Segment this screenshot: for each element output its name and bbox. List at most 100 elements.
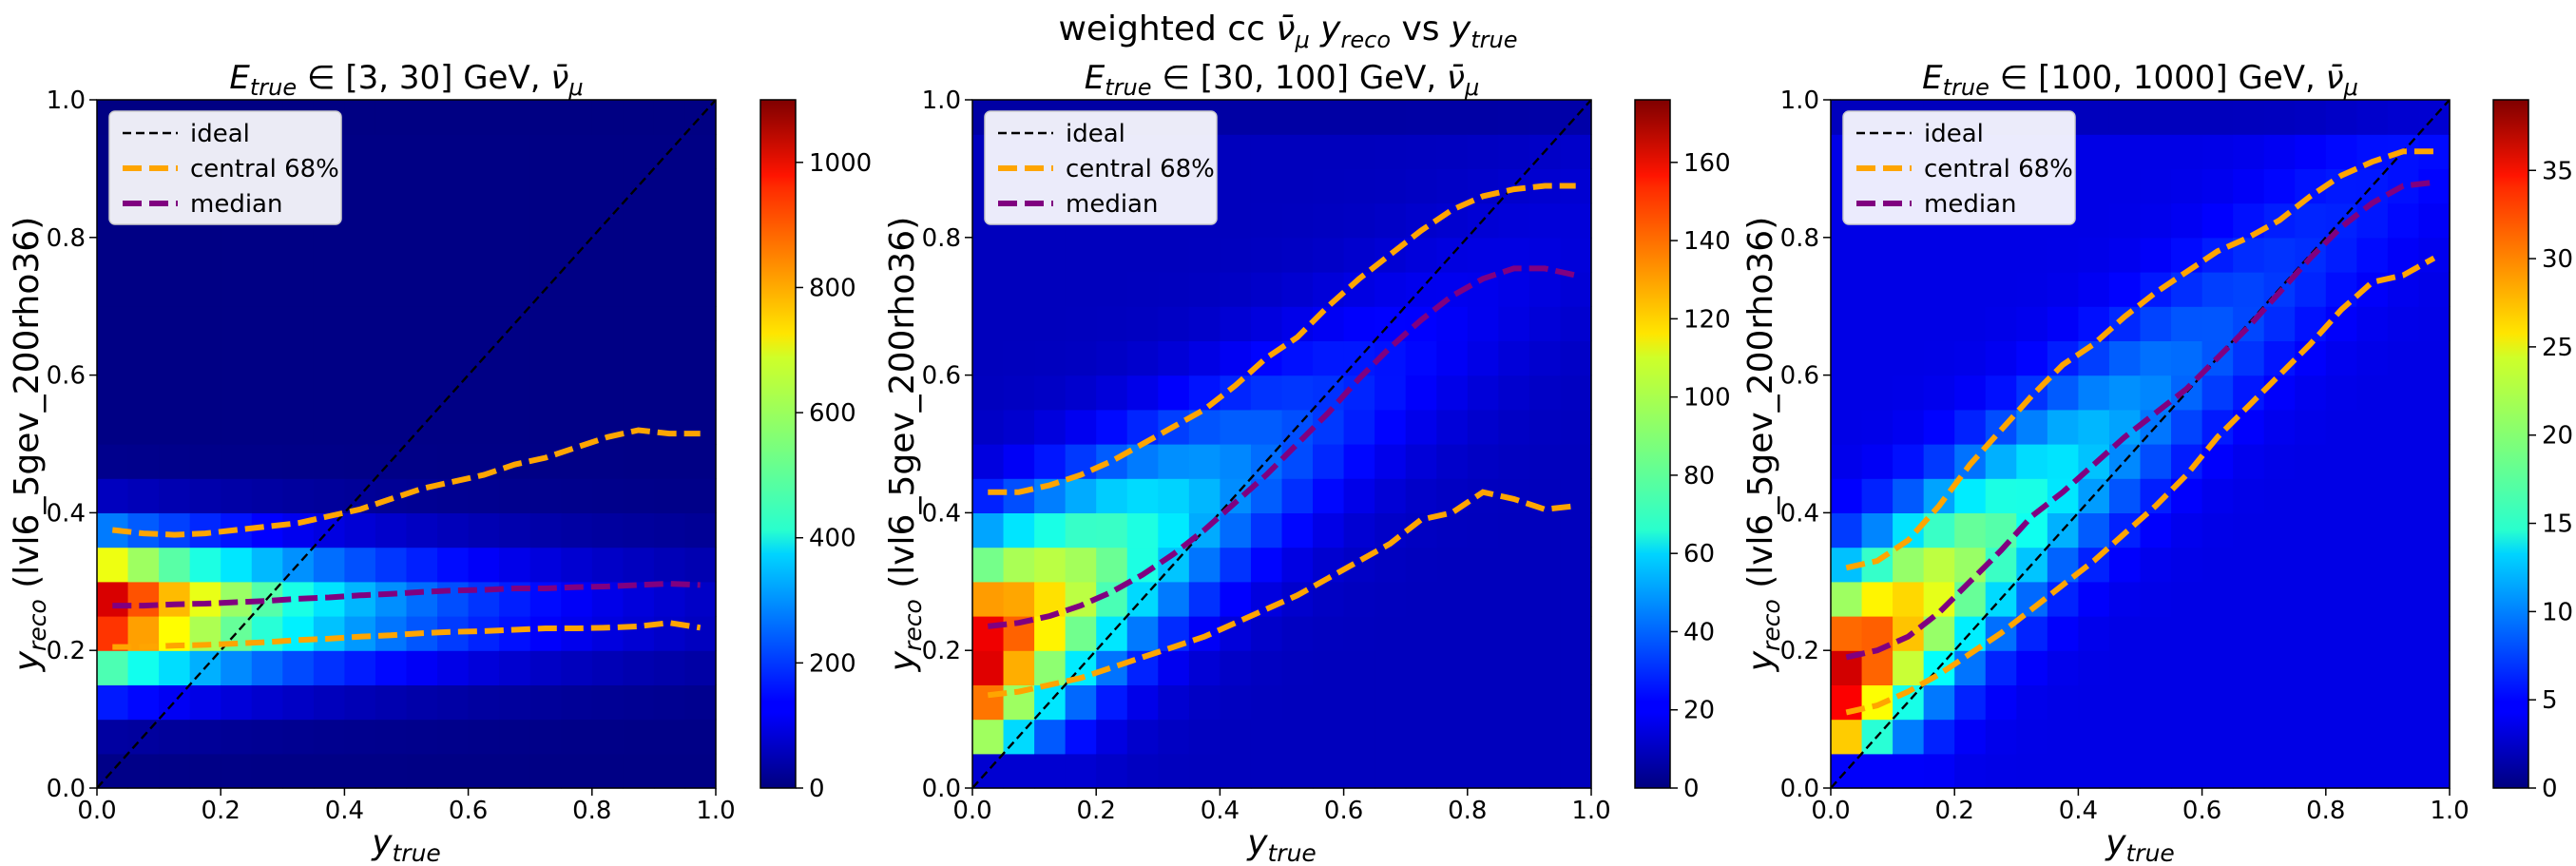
heatmap-cell [653, 547, 686, 583]
heatmap-cell [313, 616, 345, 651]
heatmap-cell [499, 168, 531, 204]
heatmap-cell [1375, 375, 1407, 411]
heatmap-cell [1343, 306, 1375, 341]
heatmap-cell [1985, 306, 2017, 341]
heatmap-cell [561, 375, 593, 411]
heatmap-cell [2387, 409, 2420, 445]
heatmap-cell [1250, 100, 1283, 135]
heatmap-cell [2233, 719, 2265, 755]
heatmap-cell [1220, 547, 1252, 583]
heatmap-cell [1528, 100, 1562, 135]
heatmap-cell [1954, 581, 1987, 617]
heatmap-cell [221, 409, 253, 445]
heatmap-cell [1436, 444, 1469, 479]
heatmap-cell [1436, 100, 1469, 135]
heatmap-cell [1158, 512, 1190, 548]
heatmap-cell [1528, 409, 1562, 445]
heatmap-cell [2201, 650, 2234, 685]
heatmap-cell [2047, 272, 2079, 307]
heatmap-cell [1003, 547, 1035, 583]
legend-label-central: central 68% [1066, 155, 1215, 183]
heatmap-cell [282, 719, 315, 755]
heatmap-cell [1096, 512, 1128, 548]
heatmap-cell [375, 134, 408, 169]
heatmap-cell [591, 616, 624, 651]
heatmap-cell [499, 375, 531, 411]
heatmap-cell [375, 684, 408, 721]
plot-frame [1830, 99, 2451, 789]
heatmap-cell [561, 306, 593, 341]
heatmap-cell [189, 478, 221, 513]
heatmap-cell [591, 340, 624, 376]
heatmap-cell [1250, 409, 1283, 445]
panel-title: Etrue ∈ [100, 1000] GeV, ν̄μ [1922, 59, 2358, 101]
heatmap-cell [1281, 168, 1314, 204]
colorbar: 0 200 400 600 800 1000 [759, 99, 872, 803]
heatmap-cell [623, 719, 655, 755]
heatmap-cell [1096, 753, 1128, 789]
heatmap-cell [1034, 616, 1067, 651]
heatmap-cell [1498, 547, 1530, 583]
heatmap-cell [2140, 444, 2172, 479]
heatmap-cell [499, 134, 531, 169]
heatmap-cell [221, 719, 253, 755]
heatmap-cell [2263, 684, 2296, 721]
heatmap-cell [1220, 340, 1252, 376]
colorbar-tick-label: 10 [2542, 598, 2573, 626]
heatmap-cell [2140, 616, 2172, 651]
heatmap-cell [1096, 684, 1128, 721]
x-axis-label: ytrue [2105, 823, 2175, 866]
heatmap-cell [2016, 616, 2048, 651]
heatmap-cell [2356, 444, 2389, 479]
heatmap-cell [1436, 753, 1469, 789]
heatmap-cell [1923, 272, 1955, 307]
heatmap-cell [2325, 753, 2357, 789]
heatmap-cell [2078, 581, 2110, 617]
heatmap-cell [468, 650, 500, 685]
heatmap-cell [684, 444, 717, 479]
heatmap-cell [2418, 340, 2451, 376]
heatmap-cell [2325, 547, 2357, 583]
x-tick-label: 0.4 [2059, 797, 2098, 825]
heatmap-cell [127, 340, 160, 376]
heatmap-cell [2263, 100, 2296, 135]
heatmap-cell [2108, 306, 2142, 341]
heatmap-cell [1188, 650, 1221, 685]
heatmap-cell [1003, 444, 1035, 479]
heatmap-cell [1343, 719, 1375, 755]
heatmap-cell [406, 272, 438, 307]
heatmap-cell [2387, 444, 2420, 479]
y-axis-label: yreco (lvl6_5gev_200rho36) [1741, 217, 1785, 673]
heatmap-cell [1096, 719, 1128, 755]
heatmap-cell [406, 237, 438, 273]
heatmap-cell [1313, 581, 1345, 617]
heatmap-cell [1281, 340, 1314, 376]
heatmap-cell [375, 100, 408, 135]
heatmap-cell [1313, 444, 1345, 479]
heatmap-cell [375, 306, 408, 341]
heatmap-cell [1250, 168, 1283, 204]
heatmap-cell [1467, 375, 1499, 411]
heatmap-cell [529, 409, 562, 445]
legend-label-median: median [1924, 190, 2016, 219]
colorbar: 0 20 40 60 80 100 120 140 160 [1634, 99, 1731, 803]
heatmap-cell [1375, 272, 1407, 307]
heatmap-cell [1188, 237, 1221, 273]
heatmap-cell [251, 272, 283, 307]
legend-label-central: central 68% [190, 155, 339, 183]
heatmap-cell [972, 306, 1005, 341]
heatmap-cell [406, 512, 438, 548]
heatmap-cell [127, 375, 160, 411]
heatmap-cell [2016, 650, 2048, 685]
heatmap-cell [1560, 202, 1592, 239]
heatmap-cell [1560, 375, 1592, 411]
heatmap-cell [1065, 753, 1097, 789]
plot-frame [96, 99, 717, 789]
heatmap-cell [221, 340, 253, 376]
heatmap-cell [2263, 650, 2296, 685]
heatmap-cell [1003, 340, 1035, 376]
ideal-line [97, 100, 716, 788]
heatmap-cell [313, 375, 345, 411]
heatmap-cell [2418, 306, 2451, 341]
heatmap-cell [159, 409, 191, 445]
